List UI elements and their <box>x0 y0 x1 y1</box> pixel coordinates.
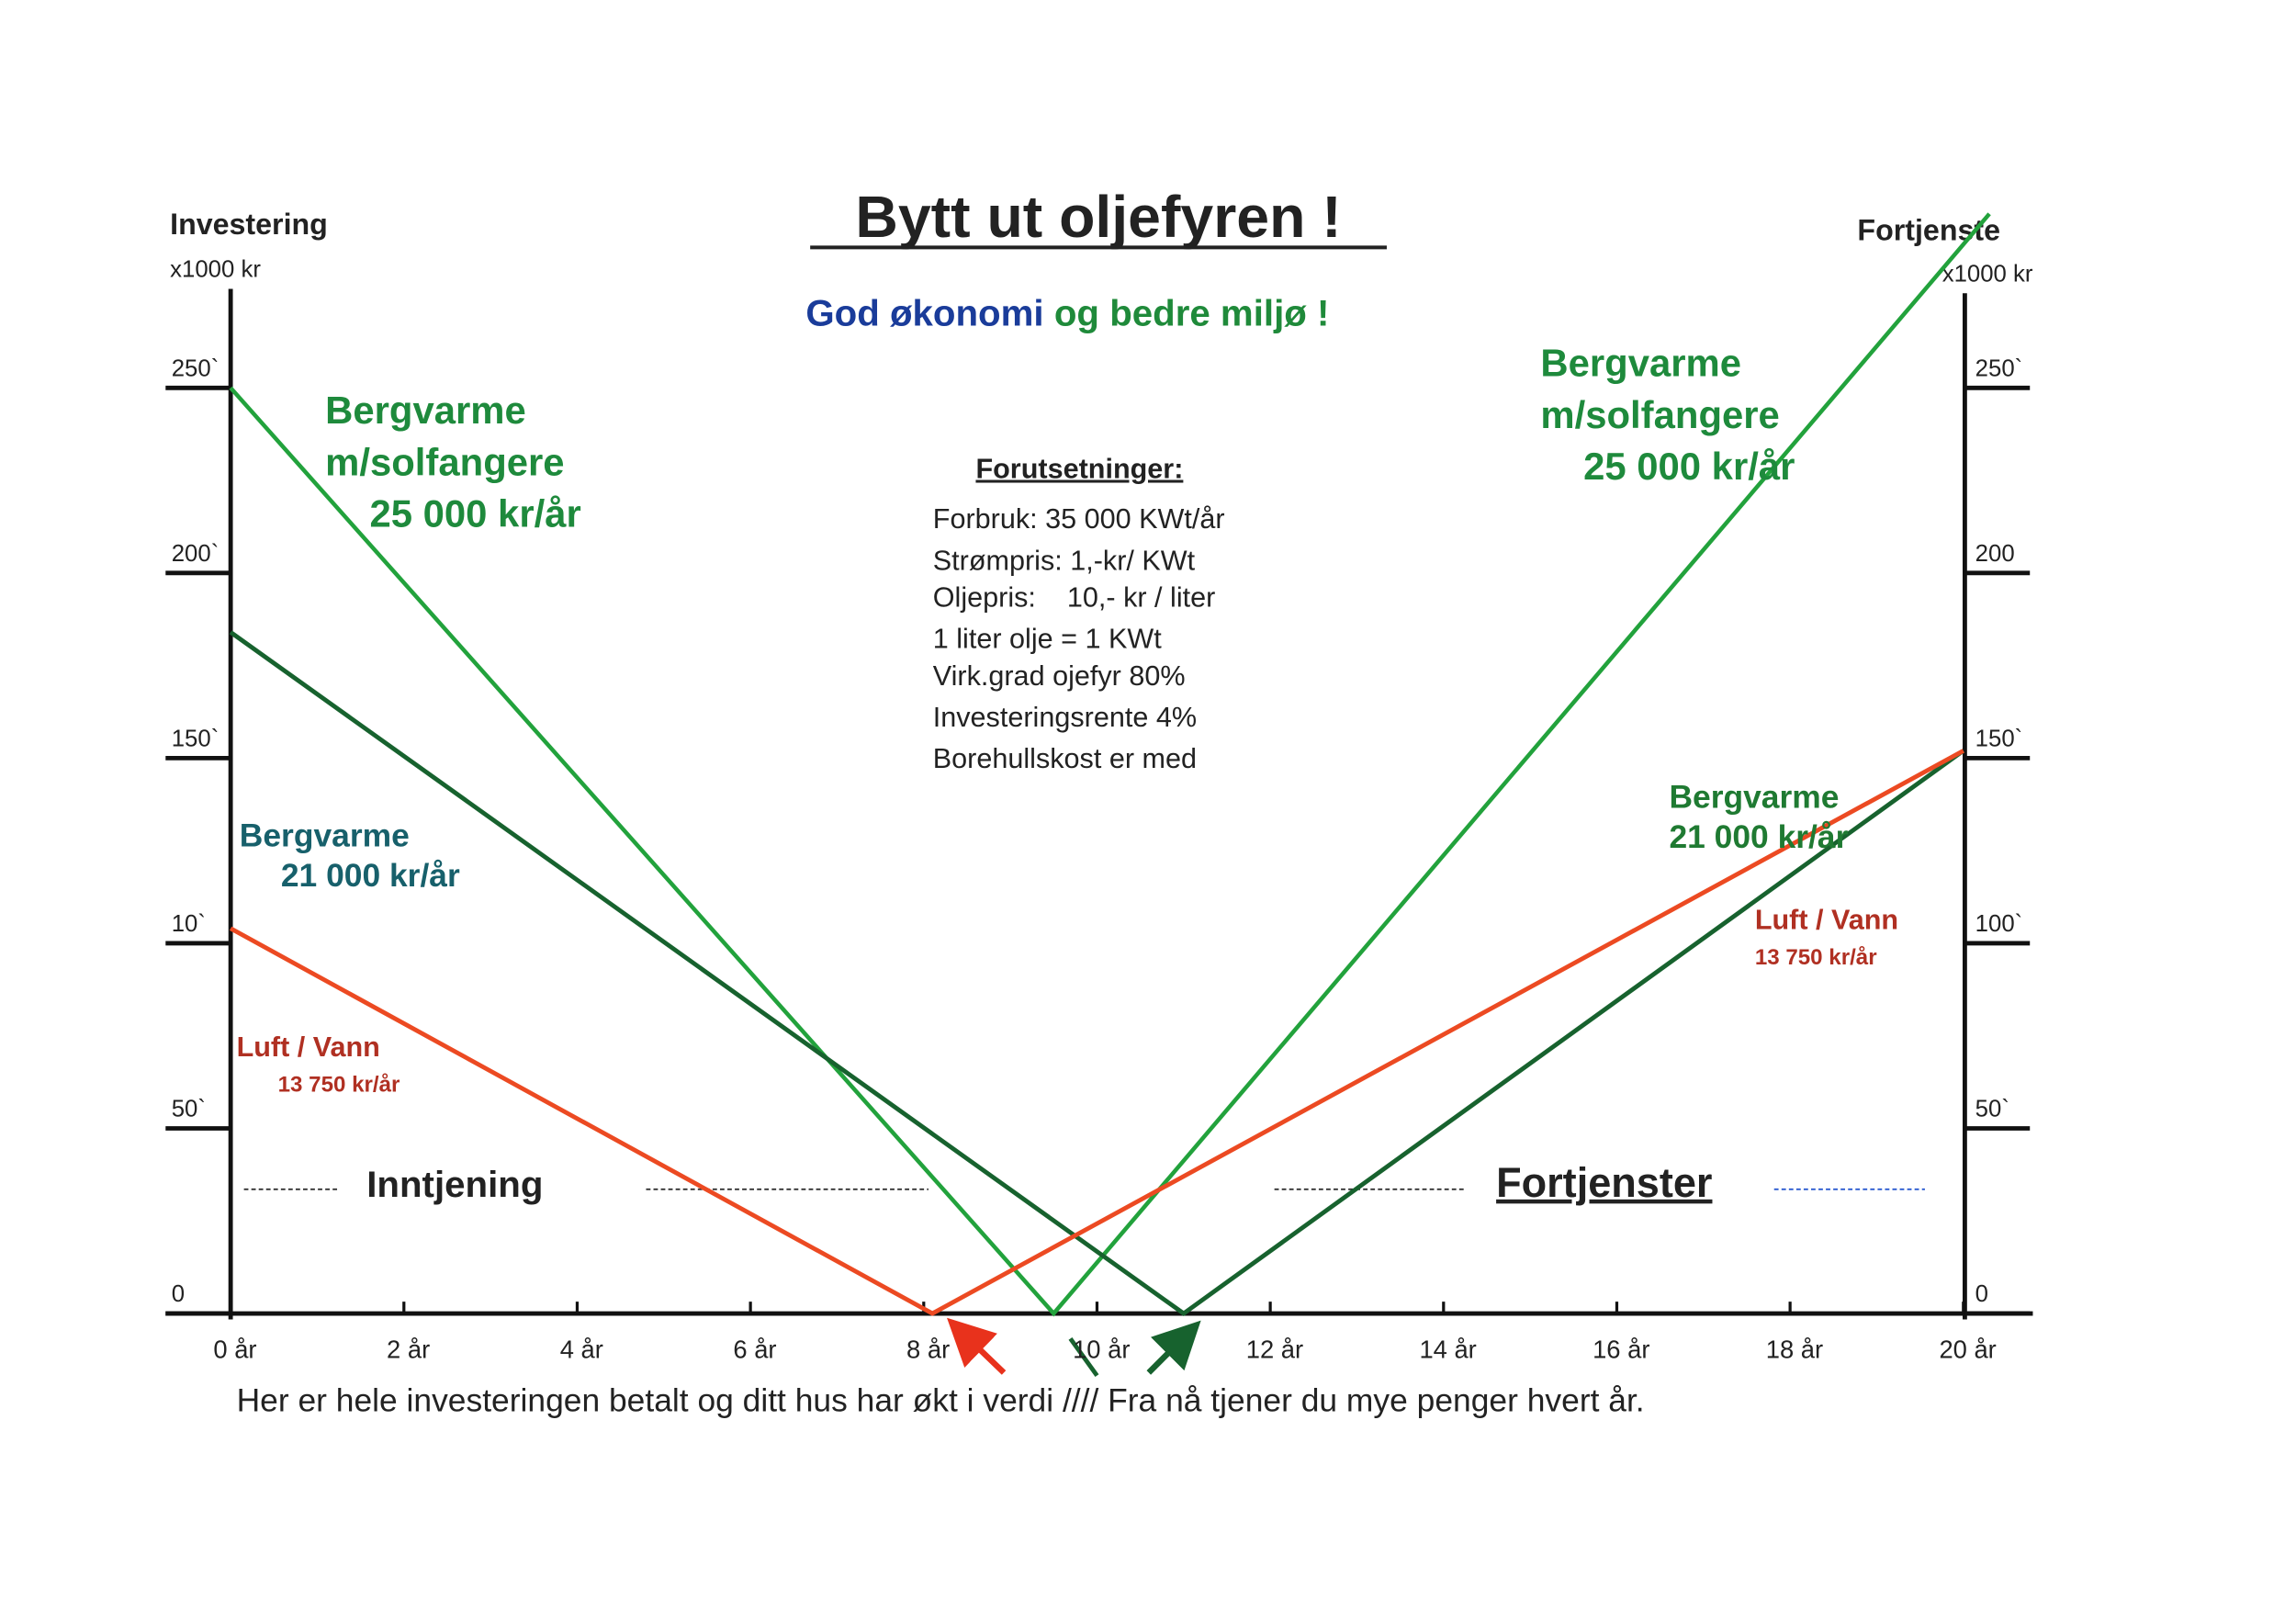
y-tick-label: 250` <box>172 355 219 381</box>
assumptions-title: Forutsetninger: <box>975 453 1183 484</box>
annotation: Bergvarme <box>1669 778 1839 815</box>
annotation: 21 000 kr/år <box>1669 818 1848 855</box>
x-tick-label: 2 år <box>387 1335 430 1363</box>
annotation: 25 000 kr/år <box>369 492 580 535</box>
zone-label: Inntjening <box>366 1164 543 1205</box>
x-tick-label: 16 år <box>1593 1335 1649 1363</box>
y2-tick-label: 250` <box>1975 355 2023 381</box>
subtitle-part: og bedre miljø ! <box>1054 293 1330 334</box>
chart-title: Bytt ut oljefyren ! <box>855 184 1341 250</box>
assumption: Borehullskost er med <box>933 743 1197 774</box>
annotation: m/solfangere <box>325 440 564 483</box>
zone-label: Fortjenster <box>1496 1159 1712 1206</box>
x-tick-label: 8 år <box>906 1335 950 1363</box>
annotation: 13 750 kr/år <box>1755 945 1877 970</box>
x-tick-label: 12 år <box>1246 1335 1303 1363</box>
series-line <box>229 749 1964 1316</box>
assumption: Oljepris: 10,- kr / liter <box>933 582 1216 614</box>
y-axis-unit: x1000 kr <box>170 257 261 283</box>
y-tick-label: 10` <box>172 911 206 937</box>
assumption: 1 liter olje = 1 KWt <box>933 624 1162 655</box>
assumption: Forbruk: 35 000 KWt/år <box>933 503 1225 535</box>
x-tick-label: 4 år <box>560 1335 603 1363</box>
annotation: 25 000 kr/år <box>1583 445 1795 488</box>
arrow <box>1068 1336 1099 1378</box>
x-tick-label: 20 år <box>1939 1335 1996 1363</box>
assumption: Strømpris: 1,-kr/ KWt <box>933 545 1196 576</box>
footnote: Her er hele investeringen betalt og ditt… <box>237 1381 1645 1418</box>
y-tick-label: 0 <box>172 1281 185 1307</box>
annotation: Luft / Vann <box>237 1031 380 1063</box>
series-line <box>229 630 1965 1316</box>
x-tick-label: 6 år <box>733 1335 776 1363</box>
y-axis-label: Investering <box>170 208 328 241</box>
x-tick-label: 0 år <box>213 1335 256 1363</box>
x-tick-label: 14 år <box>1419 1335 1476 1363</box>
y2-tick-label: 0 <box>1975 1281 1988 1307</box>
annotation: Luft / Vann <box>1755 904 1898 935</box>
annotation: 21 000 kr/år <box>281 857 460 894</box>
y2-tick-label: 200 <box>1975 541 2015 567</box>
y2-axis-label: Fortjenste <box>1857 213 2000 246</box>
y-tick-label: 200` <box>172 541 219 567</box>
y2-tick-label: 50` <box>1975 1097 2009 1122</box>
x-tick-label: 18 år <box>1766 1335 1823 1363</box>
y2-axis-unit: x1000 kr <box>1942 261 2033 287</box>
annotation: Bergvarme <box>1540 341 1741 384</box>
arrow <box>947 1317 1007 1375</box>
assumption: Virk.grad ojefyr 80% <box>933 660 1186 692</box>
annotation: Bergvarme <box>325 389 526 432</box>
y2-tick-label: 150` <box>1975 727 2023 752</box>
annotation: Bergvarme <box>240 817 410 853</box>
annotation: m/solfangere <box>1540 393 1779 436</box>
subtitle-part: God økonomi <box>805 293 1043 334</box>
y-tick-label: 150` <box>172 727 219 752</box>
x-tick-label: 10 år <box>1073 1335 1130 1363</box>
annotation: 13 750 kr/år <box>278 1073 400 1098</box>
y-tick-label: 50` <box>172 1097 206 1122</box>
assumption: Investeringsrente 4% <box>933 702 1197 733</box>
arrow <box>1146 1320 1201 1375</box>
y2-tick-label: 100` <box>1975 911 2023 937</box>
series-line <box>229 212 1991 1317</box>
subtitle: God økonomi og bedre miljø ! <box>805 293 1329 334</box>
